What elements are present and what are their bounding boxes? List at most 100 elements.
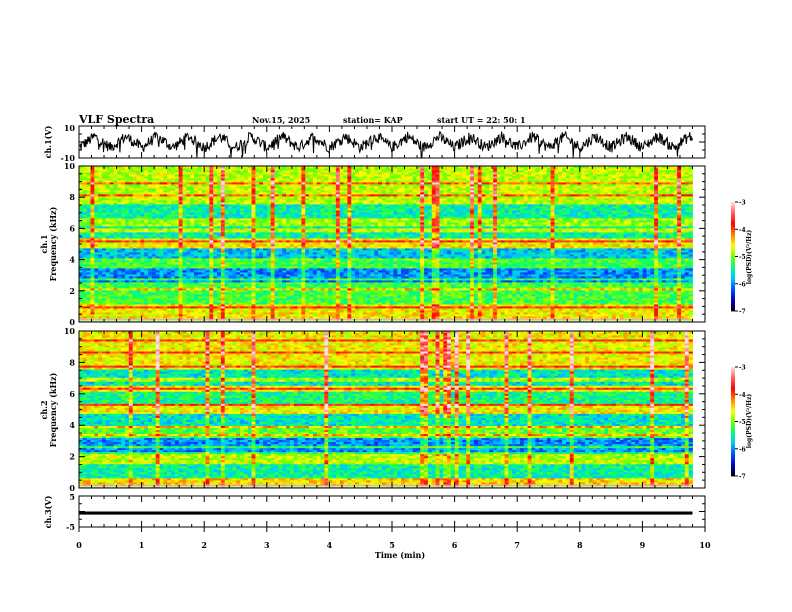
spectrogram-cell [519, 314, 525, 317]
spectrogram-cell [347, 304, 352, 307]
spectrogram-cell [381, 306, 387, 309]
spectrogram-cell [378, 310, 383, 313]
spectrogram-cell [542, 310, 548, 313]
spectrogram-cell [358, 312, 364, 315]
spectrogram-cell [680, 312, 686, 315]
spectrogram-cell [309, 308, 314, 311]
spectrogram-cell [182, 316, 187, 319]
spectrogram-cell [136, 310, 141, 313]
spectrogram-cell [447, 314, 452, 317]
spectrogram-cell [309, 314, 314, 317]
spectrogram-cell [435, 316, 440, 319]
spectrogram-cell [519, 308, 525, 311]
spectrogram-cell [404, 316, 410, 319]
spectrogram-cell [562, 316, 567, 319]
spectrogram-cell [286, 310, 291, 313]
spectrogram-cell [282, 310, 287, 313]
ch1-ticks [78, 126, 706, 158]
spectrogram-cell [462, 314, 467, 317]
spectrogram-cell [427, 304, 433, 307]
spectrogram-cell [293, 310, 298, 313]
spectrogram-cell [320, 302, 325, 305]
spectrogram-cell [201, 314, 206, 317]
spectrogram-cell [90, 312, 95, 315]
spectrogram-cell [213, 302, 218, 305]
spectrogram-cell [550, 310, 555, 313]
spectrogram-cell [496, 316, 502, 319]
spectrogram-cell [374, 302, 379, 305]
spectrogram-cell [136, 302, 141, 305]
spectrogram-cell [144, 304, 149, 307]
spectrogram-cell [167, 314, 172, 317]
spectrogram-cell [305, 302, 310, 305]
spectrogram-cell [194, 314, 199, 317]
spectrogram-cell [232, 308, 237, 311]
spectrogram-cell [677, 316, 682, 319]
spectrogram-cell [171, 306, 176, 309]
spectrogram-cell [335, 306, 341, 309]
spectrogram-cell [389, 308, 394, 311]
spectrogram-cell [435, 314, 440, 317]
spectrogram-cell [634, 316, 640, 319]
spectrogram-cell [447, 308, 452, 311]
spectrogram-cell [151, 314, 157, 317]
spectrogram-cell [324, 306, 329, 309]
spectrogram-cell [205, 314, 210, 317]
spectrogram-cell [527, 304, 532, 307]
spectrogram-cell [604, 306, 609, 309]
spectrogram-cell [454, 306, 459, 309]
spectrogram-cell [684, 304, 690, 307]
spectrogram-cell [370, 306, 375, 309]
spectrogram-cell [535, 306, 540, 309]
spectrogram-cell [500, 312, 505, 315]
spectrogram-cell [477, 316, 482, 319]
spectrogram-cell [109, 304, 114, 307]
spectrogram-cell [684, 316, 690, 319]
spectrogram-cell [604, 316, 609, 319]
spectrogram-cell [328, 306, 333, 309]
spectrogram-cell [677, 310, 682, 313]
spectrogram-cell [247, 306, 252, 309]
spectrogram-cell [105, 306, 111, 309]
spectrogram-cell [136, 316, 141, 319]
spectrogram-cell [128, 302, 134, 305]
spectrogram-cell [282, 308, 287, 311]
spectrogram-cell [615, 316, 621, 319]
spectrogram-cell [102, 316, 107, 319]
spectrogram-cell [569, 314, 575, 317]
spectrogram-cell [500, 306, 505, 309]
spectrogram-cell [554, 316, 559, 319]
spectrogram-cell [163, 310, 168, 313]
spectrogram-cell [117, 316, 122, 319]
spectrogram-cell [500, 316, 505, 319]
spectrogram-cell [673, 304, 678, 307]
spectrogram-cell [615, 304, 621, 307]
spectrogram-cell [274, 316, 279, 319]
spectrogram-cell [439, 308, 444, 311]
spectrogram-cell [362, 302, 367, 305]
spectrogram-cell [508, 304, 513, 307]
spectrogram-cell [485, 304, 490, 307]
spectrogram-cell [282, 302, 287, 305]
spectrogram-cell [312, 312, 318, 315]
spectrogram-cell [623, 310, 628, 313]
spectrogram-cell [535, 316, 540, 319]
spectrogram-cell [458, 308, 463, 311]
spectrogram-cell [493, 308, 498, 311]
spectrogram-cell [539, 306, 544, 309]
spectrogram-cell [182, 302, 187, 305]
spectrogram-cell [466, 312, 471, 315]
spectrogram-cell [473, 310, 479, 313]
spectrogram-cell [201, 302, 206, 305]
spectrogram-cell [266, 304, 272, 307]
spectrogram-cell [332, 308, 337, 311]
spectrogram-cell [316, 308, 321, 311]
spectrogram-cell [592, 314, 598, 317]
spectrogram-cell [684, 308, 690, 311]
spectrogram-cell [608, 304, 613, 307]
spectrogram-cell [335, 314, 341, 317]
spectrogram-cell [611, 308, 617, 311]
spectrogram-cell [194, 316, 199, 319]
spectrogram-cell [293, 304, 298, 307]
spectrogram-cell [82, 306, 88, 309]
